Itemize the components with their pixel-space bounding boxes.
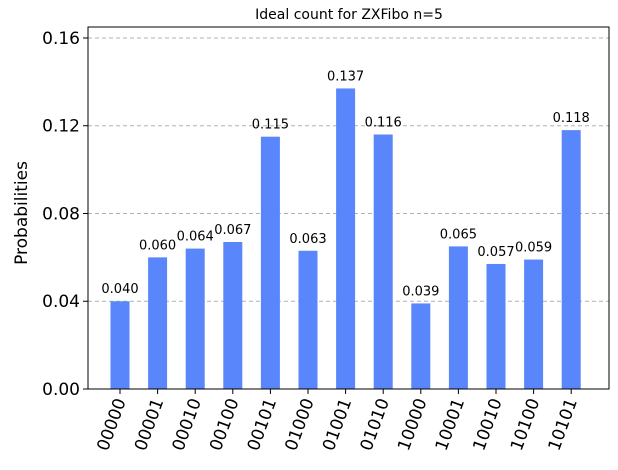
data-label: 0.116 [365, 116, 402, 131]
bar-10000 [411, 303, 431, 389]
x-tick-label: 00000 [93, 396, 130, 454]
x-tick-label: 00001 [131, 396, 168, 454]
data-label: 0.059 [515, 241, 552, 256]
bar-00010 [185, 248, 205, 389]
data-label: 0.067 [214, 223, 251, 238]
bar-10100 [524, 259, 544, 389]
bar-01010 [373, 134, 393, 389]
y-axis-ticks: 0.00 0.04 0.08 0.12 0.16 [42, 29, 88, 400]
x-tick-label: 01010 [357, 396, 394, 454]
bar-10001 [448, 246, 468, 389]
bar-00100 [223, 242, 243, 389]
bar-10010 [486, 263, 506, 389]
bar-10101 [561, 130, 581, 389]
x-tick-label: 10101 [545, 396, 582, 454]
y-tick-label: 0.00 [42, 380, 80, 400]
bar-01000 [298, 250, 318, 389]
x-tick-label: 00101 [244, 396, 281, 454]
x-tick-label: 00010 [169, 396, 206, 454]
x-tick-label: 10100 [507, 396, 544, 454]
bar-01001 [336, 88, 356, 390]
y-tick-label: 0.12 [42, 117, 80, 137]
x-tick-label: 01000 [281, 396, 318, 454]
plot-frame [87, 26, 610, 390]
data-label: 0.065 [440, 227, 477, 242]
x-tick-label: 10010 [469, 396, 506, 454]
data-label: 0.137 [327, 69, 364, 84]
bar-00001 [148, 257, 168, 389]
data-label: 0.064 [177, 230, 214, 245]
x-axis-ticks: 00000 00001 00010 00100 00101 01000 01001 01010… [93, 389, 582, 454]
chart-title: Ideal count for ZXFibo n=5 [255, 7, 443, 23]
x-tick-label: 10001 [432, 396, 469, 454]
data-label: 0.115 [252, 118, 289, 133]
data-label: 0.039 [402, 284, 439, 299]
x-tick-label: 00100 [206, 396, 243, 454]
bar-00000 [110, 301, 130, 389]
data-label: 0.057 [477, 245, 514, 260]
bars [110, 88, 581, 390]
bar-00101 [260, 136, 280, 389]
data-label: 0.040 [101, 282, 138, 297]
data-label: 0.063 [289, 232, 326, 247]
y-axis-label: Probabilities [12, 161, 32, 265]
y-tick-label: 0.08 [42, 204, 80, 224]
y-tick-label: 0.16 [42, 29, 80, 49]
data-label: 0.118 [553, 111, 590, 126]
x-tick-label: 01001 [319, 396, 356, 454]
y-tick-label: 0.04 [42, 292, 80, 312]
x-tick-label: 10000 [394, 396, 431, 454]
data-label: 0.060 [139, 238, 176, 253]
